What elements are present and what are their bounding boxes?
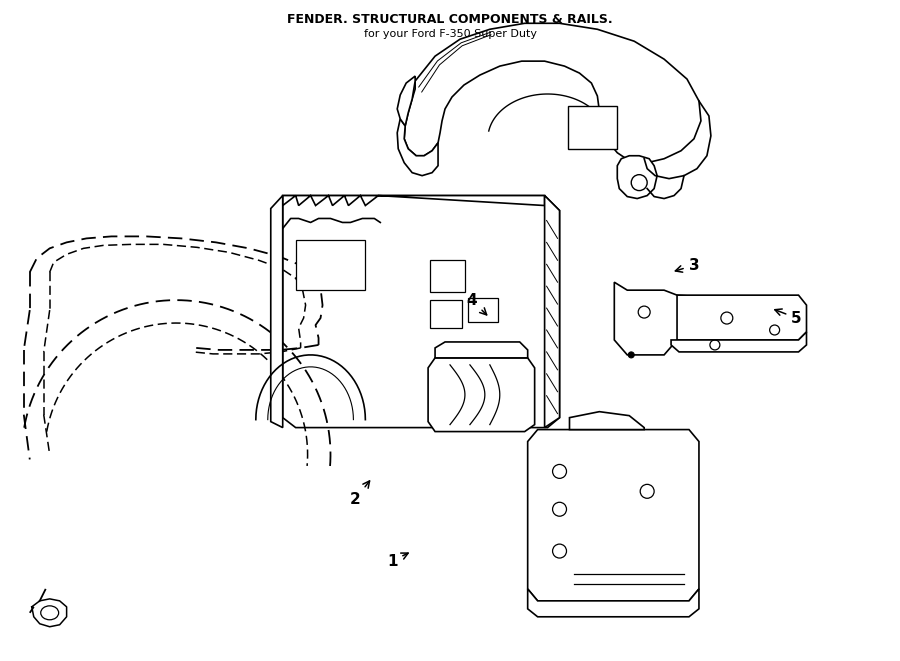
Polygon shape [430, 260, 465, 292]
Polygon shape [671, 332, 806, 352]
Polygon shape [568, 106, 617, 149]
Polygon shape [544, 196, 560, 428]
Circle shape [628, 352, 634, 358]
Polygon shape [430, 300, 462, 328]
Polygon shape [404, 23, 701, 163]
Polygon shape [570, 412, 644, 430]
Text: 3: 3 [675, 258, 699, 273]
Text: FENDER. STRUCTURAL COMPONENTS & RAILS.: FENDER. STRUCTURAL COMPONENTS & RAILS. [287, 13, 613, 26]
Polygon shape [468, 298, 498, 322]
Polygon shape [283, 196, 560, 428]
Text: 2: 2 [350, 481, 370, 507]
Polygon shape [527, 430, 699, 601]
Text: for your Ford F-350 Super Duty: for your Ford F-350 Super Duty [364, 29, 536, 39]
Polygon shape [283, 196, 544, 206]
Polygon shape [677, 295, 806, 340]
Polygon shape [271, 196, 283, 428]
Polygon shape [617, 156, 657, 198]
Polygon shape [428, 358, 535, 432]
Polygon shape [296, 241, 365, 290]
Polygon shape [397, 76, 415, 126]
Polygon shape [397, 119, 438, 176]
Polygon shape [435, 342, 527, 358]
Text: 4: 4 [466, 293, 487, 315]
Polygon shape [615, 282, 721, 355]
Text: 5: 5 [775, 309, 802, 326]
Text: 1: 1 [387, 553, 408, 568]
Polygon shape [527, 589, 699, 617]
